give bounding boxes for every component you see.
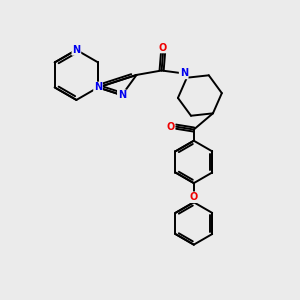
Text: N: N (94, 82, 102, 92)
Text: O: O (190, 192, 198, 202)
Text: O: O (159, 43, 167, 52)
Text: O: O (167, 122, 175, 132)
Text: N: N (72, 45, 80, 55)
Text: N: N (118, 90, 126, 100)
Text: N: N (180, 68, 188, 78)
